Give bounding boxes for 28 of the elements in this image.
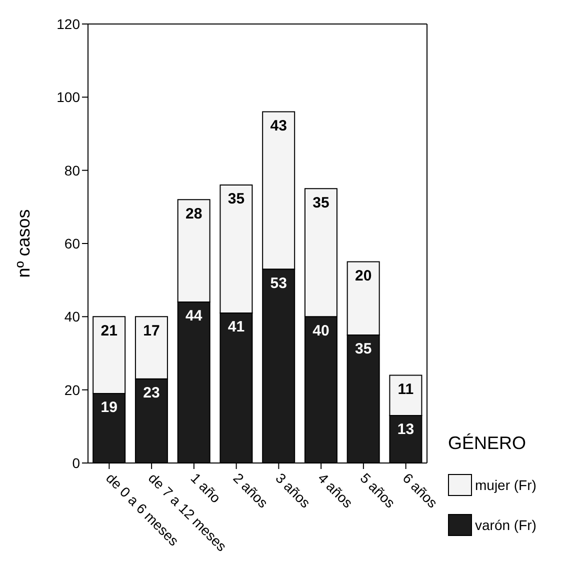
data-label: 13 bbox=[397, 421, 414, 438]
data-label: 19 bbox=[100, 399, 118, 416]
data-label: 43 bbox=[270, 117, 287, 134]
data-label: 21 bbox=[100, 322, 118, 340]
data-label: 20 bbox=[354, 267, 372, 284]
data-label: 35 bbox=[354, 340, 372, 358]
y-tick-label: 100 bbox=[56, 89, 80, 106]
y-tick-label: 80 bbox=[64, 162, 80, 178]
legend-label: mujer (Fr) bbox=[475, 477, 536, 493]
legend-title: GÉNERO bbox=[448, 433, 528, 454]
y-tick-label: 60 bbox=[64, 235, 80, 252]
data-label: 44 bbox=[185, 308, 203, 325]
data-label: 41 bbox=[228, 318, 245, 336]
data-label: 53 bbox=[270, 274, 287, 292]
data-label: 28 bbox=[185, 205, 202, 222]
x-tick-label: 1 año bbox=[188, 470, 224, 506]
data-label: 11 bbox=[398, 380, 414, 398]
data-label: 40 bbox=[312, 322, 330, 340]
y-axis-title: nº casos bbox=[13, 209, 34, 278]
y-tick-label: 20 bbox=[64, 382, 80, 398]
y-tick-label: 40 bbox=[64, 308, 80, 325]
y-tick-label: 120 bbox=[56, 16, 80, 32]
y-tick-label: 0 bbox=[72, 454, 80, 471]
data-label: 23 bbox=[143, 384, 160, 402]
data-label: 17 bbox=[143, 322, 160, 340]
data-label: 35 bbox=[312, 194, 330, 212]
data-label: 35 bbox=[228, 190, 245, 208]
legend-label: varón (Fr) bbox=[475, 517, 536, 533]
